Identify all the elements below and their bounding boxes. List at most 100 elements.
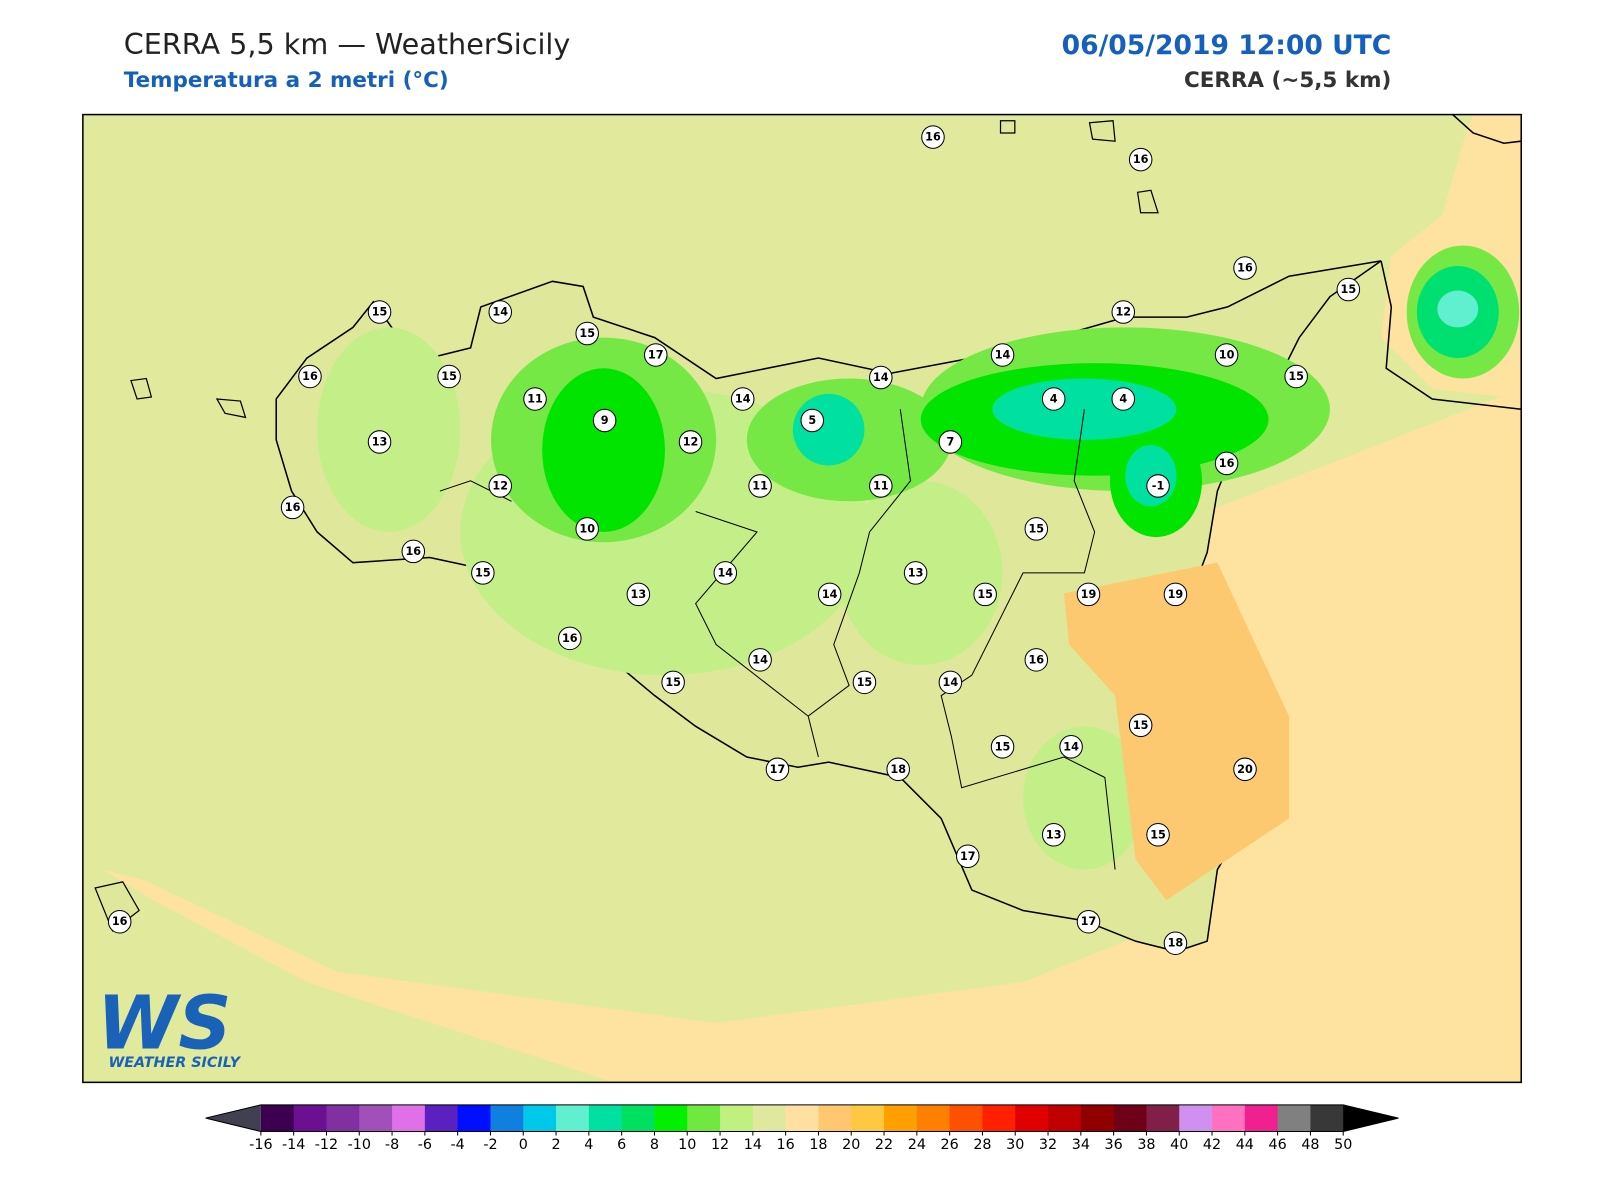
station-label: 14 — [943, 676, 959, 689]
station: 10 — [575, 517, 599, 541]
colorbar-tick-label: 34 — [1072, 1137, 1090, 1153]
station-marker — [1284, 364, 1308, 389]
station: 15 — [1284, 364, 1308, 389]
station: 19 — [1076, 582, 1101, 607]
station-label: 13 — [1046, 828, 1062, 841]
station-label: 14 — [822, 588, 838, 601]
station-marker — [1336, 277, 1361, 302]
colorbar-tick-label: 8 — [650, 1137, 659, 1153]
colorbar-tick-label: 16 — [777, 1137, 795, 1153]
station-marker — [903, 561, 928, 585]
station-marker — [800, 408, 825, 433]
station-marker — [280, 495, 305, 520]
station: 16 — [1233, 256, 1257, 280]
station: 15 — [437, 364, 461, 389]
colorbar-segment — [884, 1104, 918, 1132]
station: 16 — [1128, 147, 1153, 172]
station: 7 — [938, 430, 963, 454]
colorbar-tick-label: 12 — [711, 1137, 729, 1153]
station: 15 — [661, 670, 685, 695]
colorbar-tick-label: 26 — [941, 1137, 959, 1153]
model: CERRA (~5,5 km) — [1184, 68, 1391, 93]
colorbar-tick-label: -12 — [315, 1137, 338, 1153]
station: 14 — [990, 343, 1015, 367]
station: 10 — [1214, 343, 1239, 367]
station: 15 — [852, 670, 877, 695]
station: 15 — [1336, 277, 1361, 302]
station-label: 14 — [752, 653, 768, 666]
coastline — [1452, 114, 1522, 145]
station: 17 — [643, 343, 668, 367]
station-label: 19 — [1081, 588, 1097, 601]
colorbar-segment — [818, 1104, 852, 1132]
colorbar-tick-label: 50 — [1334, 1137, 1352, 1153]
station-label: 17 — [960, 850, 976, 863]
station: 16 — [1214, 451, 1239, 476]
title: CERRA 5,5 km — WeatherSicily — [124, 27, 571, 61]
colorbar-segment — [654, 1104, 688, 1132]
subtitle: Temperatura a 2 metri (°C) — [124, 68, 449, 93]
colorbar-tick-label: -14 — [282, 1137, 305, 1153]
station: 17 — [956, 844, 980, 869]
temp-zone — [1063, 562, 1290, 901]
colorbar-segment — [293, 1104, 327, 1132]
station: 17 — [1076, 909, 1101, 934]
station-marker — [713, 561, 738, 585]
station-label: 4 — [1119, 392, 1127, 405]
stations: 16 16 15 14 15 17 16 15 14 14 14 12 16 15 10 15 11 9 5 4 4 13… — [107, 125, 1361, 955]
station-label: 20 — [1237, 763, 1253, 776]
station-marker — [1163, 582, 1188, 607]
station-label: 14 — [492, 306, 508, 319]
station-label: 16 — [562, 632, 578, 645]
station-label: 16 — [925, 131, 941, 144]
station-label: 12 — [492, 479, 508, 492]
station-label: 16 — [285, 501, 301, 514]
station-marker — [1146, 474, 1170, 498]
station: 11 — [523, 387, 547, 411]
colorbar-tick-label: -4 — [451, 1137, 465, 1153]
colorbar-segment — [424, 1104, 459, 1132]
station: 14 — [713, 561, 738, 585]
station-marker — [678, 430, 703, 454]
station: 16 — [558, 626, 582, 651]
colorbar-segment — [752, 1104, 787, 1132]
station-label: 14 — [717, 566, 733, 579]
station-label: 15 — [1133, 719, 1149, 732]
station-label: 15 — [475, 566, 491, 579]
station-label: 12 — [683, 435, 699, 448]
station-marker — [1128, 147, 1153, 172]
station: 18 — [886, 757, 910, 782]
station-label: 15 — [372, 306, 388, 319]
station-label: -1 — [1152, 479, 1165, 492]
station-label: 4 — [1050, 392, 1058, 405]
station-marker — [869, 474, 893, 498]
station: 19 — [1163, 582, 1188, 607]
station-marker — [817, 582, 842, 607]
station-label: 10 — [579, 522, 595, 535]
colorbar-segment — [556, 1104, 590, 1132]
station: 9 — [592, 408, 617, 433]
temp-zone — [542, 368, 665, 532]
station-label: 15 — [1341, 283, 1357, 296]
station-label: 14 — [735, 392, 751, 405]
colorbar-under — [205, 1104, 261, 1132]
station-label: 18 — [890, 763, 906, 776]
station-label: 15 — [857, 676, 873, 689]
colorbar-segment — [490, 1104, 524, 1132]
station: 17 — [765, 757, 790, 782]
station-marker — [298, 364, 322, 389]
station-label: 17 — [648, 348, 664, 361]
station-label: 16 — [405, 545, 421, 558]
station-marker — [1041, 823, 1066, 847]
station-label: 17 — [1081, 915, 1097, 928]
station-marker — [1041, 387, 1066, 411]
colorbar-segment — [687, 1104, 721, 1132]
station: 13 — [626, 582, 651, 607]
station-label: 16 — [112, 915, 128, 928]
station-label: 13 — [631, 588, 647, 601]
station-label: 19 — [1168, 588, 1184, 601]
station-marker — [488, 300, 513, 324]
station-label: 13 — [372, 435, 388, 448]
colorbar-segment — [523, 1104, 557, 1132]
colorbar-tick-label: 36 — [1105, 1137, 1123, 1153]
